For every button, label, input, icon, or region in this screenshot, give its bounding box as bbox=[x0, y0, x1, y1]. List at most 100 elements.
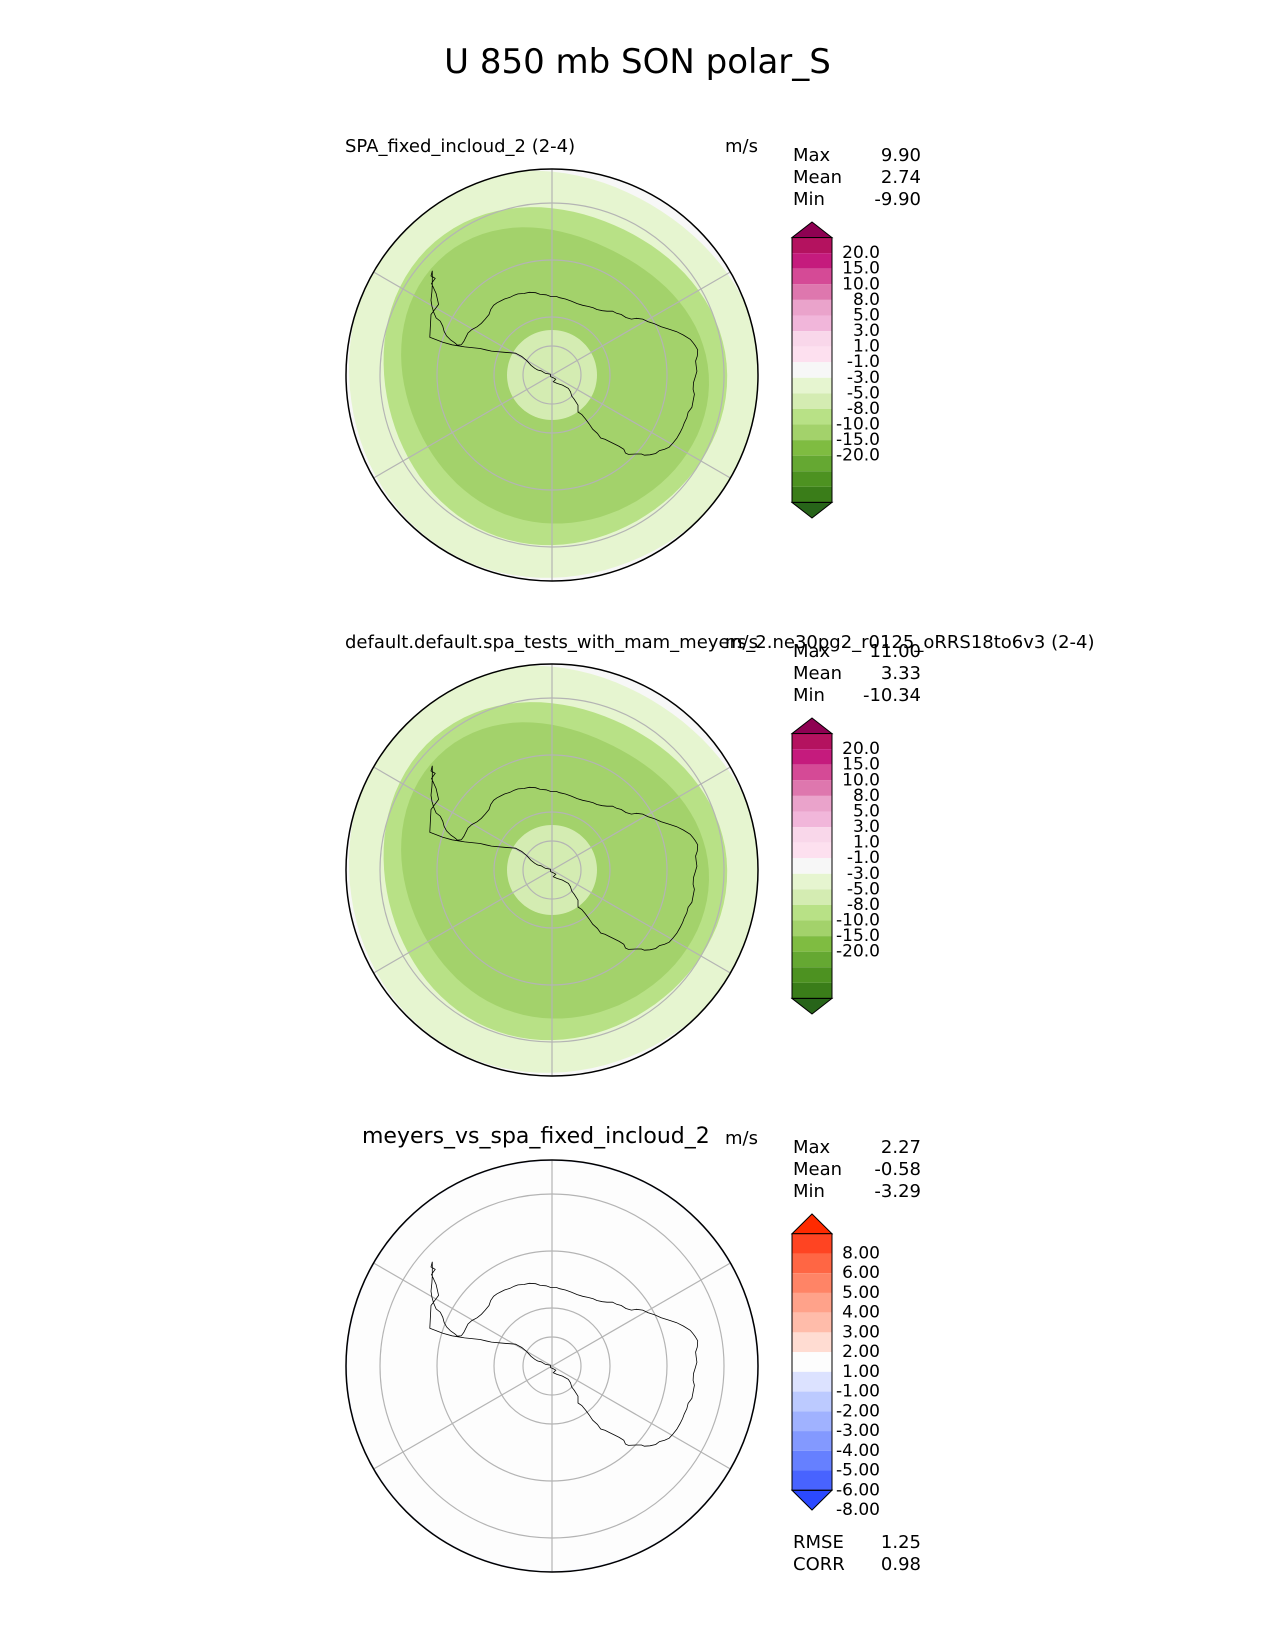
stat-label: Mean bbox=[793, 1159, 843, 1180]
panel-1-title: SPA_fixed_incloud_2 (2-4) bbox=[345, 136, 576, 157]
colorbar-swatch bbox=[792, 733, 832, 750]
colorbar-swatch bbox=[792, 842, 832, 859]
colorbar-tick-label: -5.00 bbox=[836, 1461, 880, 1481]
meridian-line bbox=[373, 271, 553, 376]
colorbar-tick-label: 5.00 bbox=[842, 1283, 880, 1303]
panel-3-colorbar: 8.006.005.004.003.002.001.00-1.00-2.00-3… bbox=[790, 1213, 880, 1520]
colorbar-tick-label: -1.0 bbox=[847, 848, 880, 868]
stat-value: 2.27 bbox=[880, 1137, 921, 1158]
colorbar-swatch bbox=[792, 749, 832, 765]
stat-label: RMSE bbox=[793, 1532, 844, 1553]
colorbar-swatch bbox=[792, 1391, 832, 1412]
panel-1-colorbar: 20.015.010.08.05.03.01.0-1.0-3.0-5.0-8.0… bbox=[790, 221, 880, 519]
colorbar-tick-label: -5.0 bbox=[847, 383, 880, 403]
colorbar-tick-label: -10.0 bbox=[836, 415, 880, 435]
panel-3-polar-map bbox=[345, 1159, 759, 1573]
stat-value: -9.90 bbox=[874, 189, 921, 210]
colorbar-swatch bbox=[792, 780, 832, 796]
colorbar-swatch bbox=[792, 1371, 832, 1392]
colorbar-tick-label: 5.0 bbox=[853, 801, 880, 821]
panel-1-stats: Max 9.90 Mean 2.74 Min -9.90 bbox=[793, 145, 921, 211]
colorbar-tick-label: 8.0 bbox=[853, 786, 880, 806]
colorbar-tick-label: 1.0 bbox=[853, 337, 880, 357]
map-boundary bbox=[345, 168, 759, 582]
stat-value: 0.98 bbox=[880, 1554, 921, 1575]
colorbar-swatch bbox=[792, 237, 832, 254]
colorbar-tick-label: -6.00 bbox=[836, 1480, 880, 1500]
stat-label: Min bbox=[793, 1181, 825, 1202]
colorbar-swatch bbox=[792, 967, 832, 983]
colorbar-tick-label: 5.0 bbox=[853, 305, 880, 325]
colorbar-swatch bbox=[792, 982, 832, 999]
colorbar-swatch bbox=[792, 268, 832, 285]
stat-label: Max bbox=[793, 145, 831, 166]
colorbar-tick-label: -20.0 bbox=[836, 446, 880, 466]
meridian-line bbox=[551, 1365, 731, 1470]
antarctica-coastline bbox=[429, 270, 699, 456]
panel-2-units: m/s bbox=[725, 632, 758, 653]
colorbar-swatch bbox=[792, 1253, 832, 1274]
colorbar-tick-label: 15.0 bbox=[842, 259, 880, 279]
colorbar-swatch bbox=[792, 393, 832, 409]
meridian-line bbox=[551, 271, 731, 376]
panel-3-units: m/s bbox=[725, 1128, 758, 1149]
colorbar-swatch bbox=[792, 440, 832, 456]
stat-value: -10.34 bbox=[862, 685, 921, 706]
stat-label: Min bbox=[793, 685, 825, 706]
panel-3-stats: Max 2.27 Mean -0.58 Min -3.29 bbox=[793, 1137, 921, 1203]
colorbar-tick-label: 8.00 bbox=[842, 1243, 880, 1263]
colorbar-tick-label: -1.00 bbox=[836, 1382, 880, 1402]
map-boundary bbox=[345, 663, 759, 1077]
colorbar-tick-label: -3.0 bbox=[847, 864, 880, 884]
colorbar-swatch bbox=[792, 331, 832, 347]
meridian-line bbox=[373, 1262, 553, 1367]
colorbar-swatch bbox=[792, 1273, 832, 1293]
colorbar-tick-label: -8.00 bbox=[836, 1500, 880, 1520]
stat-label: Min bbox=[793, 189, 825, 210]
colorbar-tick-label: 3.00 bbox=[842, 1322, 880, 1342]
meridian-line bbox=[551, 869, 731, 974]
panel-1-polar-map bbox=[345, 168, 759, 582]
panel-3-extra-stats: RMSE 1.25 CORR 0.98 bbox=[793, 1532, 921, 1576]
colorbar-swatch bbox=[792, 408, 832, 425]
colorbar-frame bbox=[791, 1233, 833, 1491]
colorbar-swatch bbox=[792, 1411, 832, 1432]
colorbar-tick-label: -3.0 bbox=[847, 368, 880, 388]
antarctica-coastline bbox=[429, 765, 699, 951]
colorbar-tick-label: 3.0 bbox=[853, 817, 880, 837]
colorbar-tick-label: -1.0 bbox=[847, 352, 880, 372]
colorbar-swatch bbox=[792, 455, 832, 472]
stat-value: 1.25 bbox=[880, 1532, 921, 1553]
panel-1-units: m/s bbox=[725, 136, 758, 157]
stat-value: 3.33 bbox=[880, 663, 921, 684]
colorbar-extend-top bbox=[790, 1213, 834, 1235]
stat-label: Max bbox=[793, 1137, 831, 1158]
colorbar-swatch bbox=[792, 795, 832, 812]
colorbar-swatch bbox=[792, 424, 832, 441]
colorbar-swatch bbox=[792, 253, 832, 269]
colorbar-frame bbox=[791, 733, 833, 999]
meridian-line bbox=[373, 1365, 553, 1470]
colorbar-swatch bbox=[792, 951, 832, 968]
stat-label: Mean bbox=[793, 167, 843, 188]
meridian-line bbox=[373, 869, 553, 974]
colorbar-swatch bbox=[792, 377, 832, 394]
panel-2-stats: Max 11.00 Mean 3.33 Min -10.34 bbox=[793, 641, 921, 707]
stat-label: CORR bbox=[793, 1554, 845, 1575]
colorbar-tick-label: 8.0 bbox=[853, 290, 880, 310]
field-layer bbox=[346, 169, 758, 581]
colorbar-frame bbox=[791, 237, 833, 503]
stat-value: 2.74 bbox=[880, 167, 921, 188]
colorbar-tick-label: 3.0 bbox=[853, 321, 880, 341]
colorbar-tick-label: 4.00 bbox=[842, 1303, 880, 1323]
colorbar-tick-label: -8.0 bbox=[847, 895, 880, 915]
colorbar-tick-label: -3.00 bbox=[836, 1421, 880, 1441]
colorbar-swatch bbox=[792, 904, 832, 921]
colorbar-tick-label: 15.0 bbox=[842, 755, 880, 775]
colorbar-tick-label: 6.00 bbox=[842, 1263, 880, 1283]
colorbar-tick-label: -15.0 bbox=[836, 926, 880, 946]
colorbar-tick-label: -5.0 bbox=[847, 879, 880, 899]
colorbar-swatch bbox=[792, 299, 832, 316]
colorbar-swatch bbox=[792, 764, 832, 781]
antarctica-coastline bbox=[429, 1261, 699, 1447]
